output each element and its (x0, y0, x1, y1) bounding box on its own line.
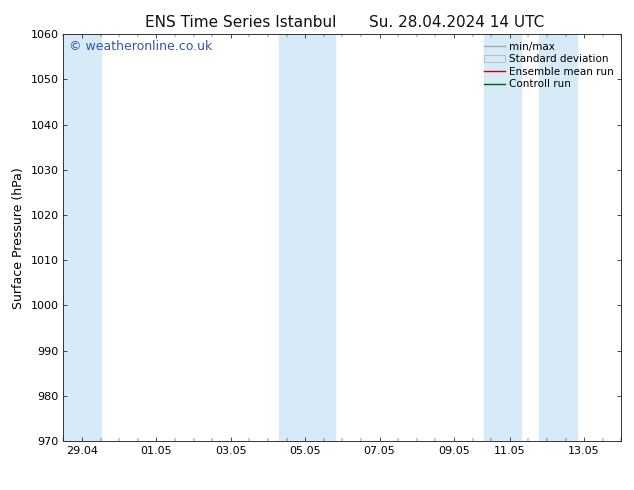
Legend: min/max, Standard deviation, Ensemble mean run, Controll run: min/max, Standard deviation, Ensemble me… (480, 37, 618, 94)
Bar (540, 34, 577, 441)
Text: Su. 28.04.2024 14 UTC: Su. 28.04.2024 14 UTC (369, 15, 544, 30)
Text: © weatheronline.co.uk: © weatheronline.co.uk (69, 40, 212, 53)
Y-axis label: Surface Pressure (hPa): Surface Pressure (hPa) (12, 167, 25, 309)
Text: ENS Time Series Istanbul: ENS Time Series Istanbul (145, 15, 337, 30)
Bar (484, 34, 521, 441)
Bar (63, 34, 101, 441)
Bar (279, 34, 335, 441)
